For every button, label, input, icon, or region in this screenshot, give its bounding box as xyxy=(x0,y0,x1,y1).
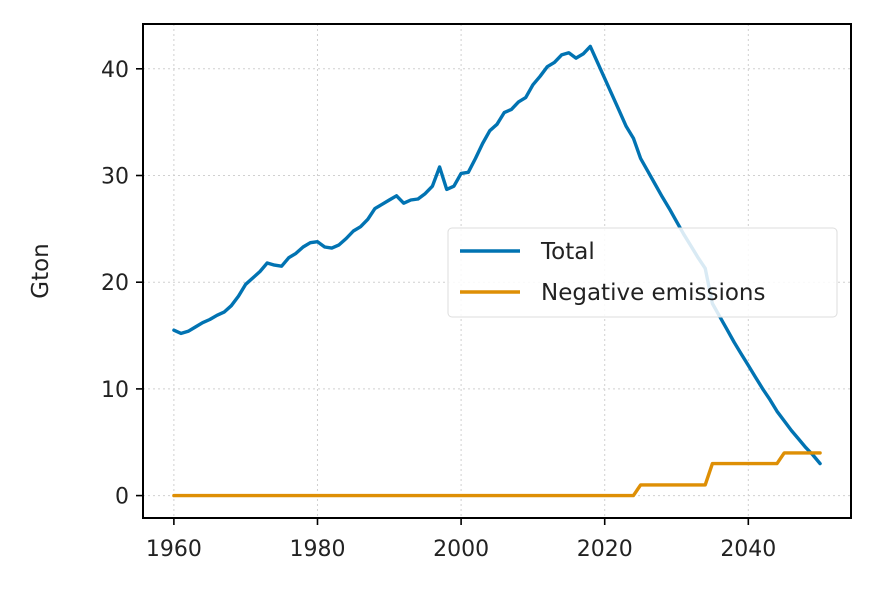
y-axis: 0 10 20 30 40 xyxy=(101,58,143,510)
legend-label: Total xyxy=(540,239,595,265)
x-tick-label: 2000 xyxy=(433,537,489,562)
legend-label: Negative emissions xyxy=(541,280,765,306)
x-tick-label: 1960 xyxy=(146,537,202,562)
legend: Total Negative emissions xyxy=(447,227,838,318)
y-tick-label: 30 xyxy=(101,165,129,190)
y-tick-label: 40 xyxy=(101,58,129,83)
y-tick-label: 20 xyxy=(101,271,129,296)
x-tick-label: 2020 xyxy=(577,537,633,562)
plot-frame xyxy=(142,23,852,519)
x-axis: 1960 1980 2000 2020 2040 xyxy=(146,518,776,562)
legend-box xyxy=(447,227,838,318)
y-tick-label: 0 xyxy=(115,485,129,510)
y-tick-label: 10 xyxy=(101,378,129,403)
x-tick-label: 1980 xyxy=(289,537,345,562)
y-axis-label: Gton xyxy=(28,243,54,299)
x-tick-label: 2040 xyxy=(720,537,776,562)
series-line-1 xyxy=(172,451,822,498)
